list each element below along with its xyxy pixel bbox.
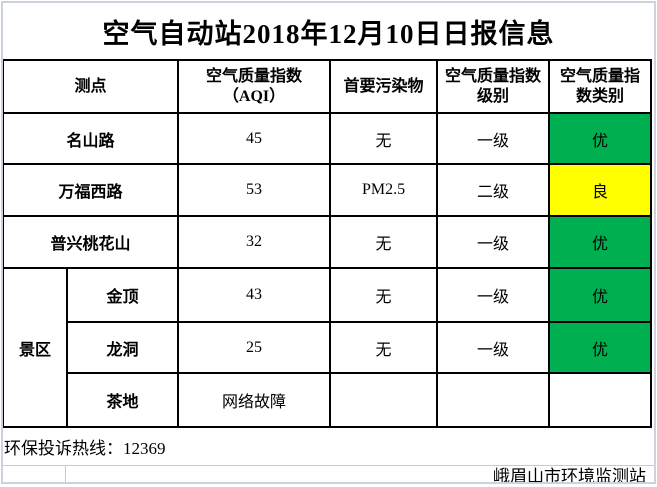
table-row: 景区 金顶 43 无 一级 优 [2, 267, 653, 428]
table-row: 龙洞 25 无 一级 优 [3, 321, 653, 374]
pollutant-cell [329, 372, 439, 428]
aqi-cell: 32 [177, 215, 332, 269]
site-cell: 金顶 [65, 267, 180, 323]
table-row: 万福西路 53 PM2.5 二级 良 [1, 163, 653, 217]
table-header-row: 测点 空气质量指数 （AQI） 首要污染物 空气质量指数 级别 空气质量指 数类… [1, 59, 653, 114]
pollutant-cell: 无 [329, 267, 439, 323]
aqi-table: 测点 空气质量指数 （AQI） 首要污染物 空气质量指数 级别 空气质量指 数类… [1, 59, 653, 428]
station-name: 峨眉山市环境监测站 [493, 467, 646, 486]
site-cell: 万福西路 [1, 163, 180, 217]
category-cell: 优 [548, 215, 653, 269]
aqi-cell: 43 [177, 267, 332, 323]
site-cell: 普兴桃花山 [1, 215, 180, 269]
site-cell: 茶地 [65, 372, 180, 428]
category-cell: 优 [548, 267, 653, 323]
header-site: 测点 [1, 59, 180, 114]
table-row: 茶地 网络故障 [3, 372, 653, 428]
aqi-cell: 25 [177, 321, 332, 374]
aqi-cell: 53 [177, 163, 332, 217]
level-cell: 二级 [436, 163, 551, 217]
category-cell: 良 [548, 163, 653, 217]
pollutant-cell: 无 [329, 321, 439, 374]
level-cell: 一级 [436, 112, 551, 165]
pollutant-cell: PM2.5 [329, 163, 439, 217]
page-title: 空气自动站2018年12月10日日报信息 [102, 18, 555, 49]
gridline-vertical [65, 466, 66, 483]
site-cell: 龙洞 [65, 321, 180, 374]
level-cell [436, 372, 551, 428]
category-cell: 优 [548, 321, 653, 374]
gridline-horizontal [2, 465, 655, 466]
table-row: 名山路 45 无 一级 优 [1, 112, 653, 165]
aqi-cell: 45 [177, 112, 332, 165]
site-cell: 名山路 [1, 112, 180, 165]
level-cell: 一级 [436, 321, 551, 374]
category-cell [548, 372, 653, 428]
hotline-text: 环保投诉热线：12369 [4, 438, 166, 458]
header-category: 空气质量指 数类别 [548, 59, 653, 114]
table-row: 普兴桃花山 32 无 一级 优 [1, 215, 653, 269]
header-aqi: 空气质量指数 （AQI） [177, 59, 332, 114]
category-cell: 优 [548, 112, 653, 165]
group-cell: 景区 [2, 267, 68, 428]
header-pollutant: 首要污染物 [329, 59, 439, 114]
pollutant-cell: 无 [329, 215, 439, 269]
header-level: 空气质量指数 级别 [436, 59, 551, 114]
aqi-cell: 网络故障 [177, 372, 332, 428]
level-cell: 一级 [436, 215, 551, 269]
pollutant-cell: 无 [329, 112, 439, 165]
level-cell: 一级 [436, 267, 551, 323]
